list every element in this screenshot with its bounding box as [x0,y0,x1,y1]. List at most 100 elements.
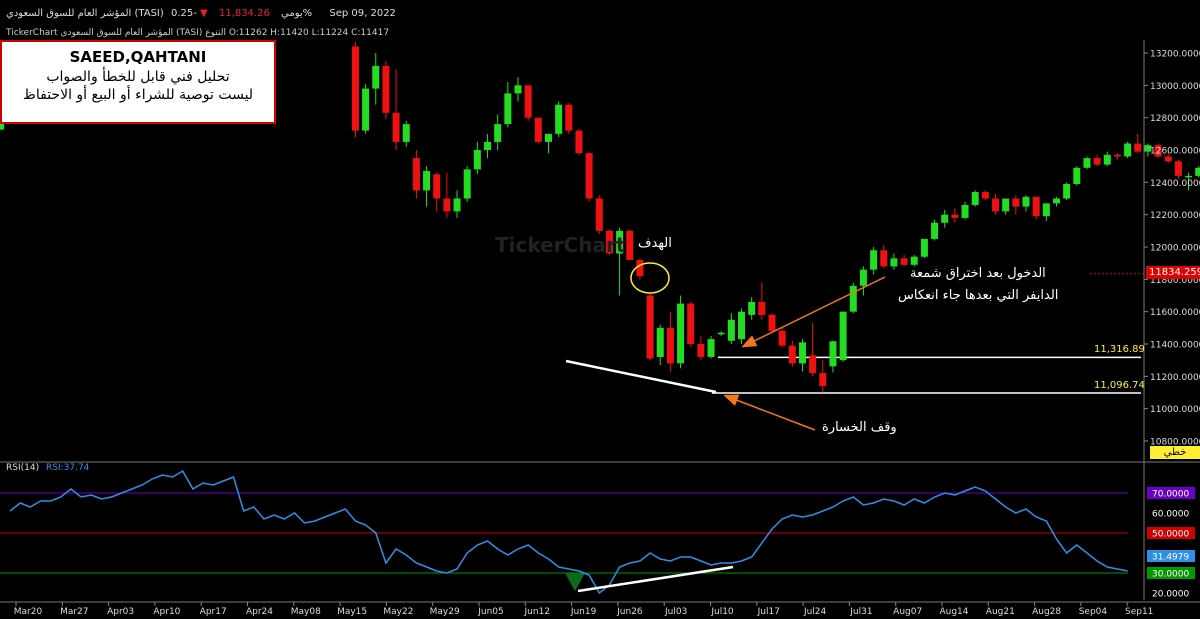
candle-body [626,230,634,260]
candle-body [748,301,756,315]
time-tick-label: Apr10 [153,607,180,617]
candle-body [362,88,370,131]
time-tick-label: Jun05 [477,607,504,617]
time-tick-label: Aug21 [986,607,1015,617]
candle-body [981,192,989,199]
ohlc-line: TickerChart المؤشر العام للسوق السعودي (… [6,28,390,38]
time-tick-label: Jul10 [710,607,734,617]
candle-body [555,104,563,134]
chart-style-tag[interactable]: خطي [1150,446,1200,459]
candle-body [1185,175,1193,178]
candle-body [605,230,613,254]
candle-body [910,256,918,265]
candle-body [727,319,735,341]
rsi-tag-bg [1147,567,1195,579]
candle-body [382,65,390,113]
time-tick-label: Sep04 [1079,607,1108,617]
candle-body [677,303,685,364]
candle-body [585,153,593,199]
rsi-tick-label: 20.0000 [1152,590,1189,600]
candle-body [443,198,451,212]
candle-body [1134,143,1142,152]
candle-body [473,150,481,170]
time-tick-label: Jun12 [524,607,551,617]
date: Sep 09, 2022 [329,8,396,19]
price-tick-label: 10800.0000 [1150,438,1200,448]
stop-loss-arrow [723,394,816,431]
price-tick-label: 13000.0000 [1150,82,1200,92]
candle-body [504,93,512,125]
time-tick-label: May29 [430,607,460,617]
time-tick-label: Mar27 [60,607,88,617]
candle-body [646,295,654,359]
candle-body [1012,198,1020,207]
candle-body [941,214,949,223]
candle-body [1042,203,1050,217]
candle-body [433,174,441,199]
time-tick-label: Apr03 [107,607,134,617]
time-tick-label: Apr17 [200,607,227,617]
time-tick-label: Jun26 [616,607,643,617]
candle-body [1195,167,1200,176]
candle-body [758,301,766,315]
entry-annotation-line1: الدخول بعد اختراق شمعة [910,266,1046,281]
time-axis: Mar20 Mar27 Apr03 Apr10 Apr17 Apr24 May08 May15… [14,602,1153,617]
last-price: 11,834.26 [218,8,270,19]
candle-body [514,85,522,94]
time-tick-label: Aug07 [893,607,922,617]
candle-body [392,112,400,142]
index-name: المؤشر العام للسوق السعودي [6,8,132,19]
price-tick-label: 12000.0000 [1150,244,1200,254]
candle-body [931,222,939,239]
price-support-trendline [565,359,717,394]
rsi-tag-bg [1147,550,1195,563]
rsi-tick-label: 60.0000 [1152,510,1189,520]
price-tick-label: 11800.0000 [1150,276,1200,286]
candle-body [616,230,624,254]
candle-body [920,238,928,257]
price-tick-label: 11400.0000 [1150,341,1200,351]
rsi-divergence-trendline [577,565,734,593]
candle-body [849,285,857,312]
entry-level-label: 11,316.89 [1094,344,1145,355]
candle-body [1083,158,1091,168]
candle-body [494,124,502,142]
time-tick-label: Mar20 [14,607,43,617]
time-tick-label: Jul17 [757,607,780,617]
candle-body [900,258,908,265]
rsi-tick-label: 31.4979 [1152,553,1189,563]
price-tick-label: 12600.0000 [1150,147,1200,157]
candle-body [575,130,583,154]
candle-body [1032,196,1040,217]
candle-body [636,259,644,277]
price-tick-label: 12800.0000 [1150,114,1200,124]
candle-body [484,141,492,150]
time-tick-label: Jul31 [849,607,872,617]
candle-body [534,117,542,142]
candle-body [717,332,725,335]
candle-body [453,198,461,212]
candle-body [1022,196,1030,207]
target-circle [630,262,670,294]
candle-body [687,303,695,344]
price-tick-label: 11600.0000 [1150,308,1200,318]
candle-body [829,341,837,367]
change-percent: -0.25% [170,8,313,19]
candle-body [565,104,573,131]
time-tick-label: Sep11 [1125,607,1153,617]
candle-body [656,327,664,357]
candle-body [1103,154,1111,165]
rsi-title: RSI(14) RSI:37.74 [6,463,89,473]
candle-body [544,133,552,142]
candle-body [595,198,603,231]
last-price-tag: 11834.2598 [1146,266,1200,279]
candle-body [1124,143,1132,157]
candle-body [1052,198,1060,204]
time-tick-label: Apr24 [246,607,273,617]
candle-body [372,65,380,89]
candle-body [697,344,705,357]
candle-body [961,204,969,218]
rsi-tag-bg [1147,527,1195,539]
candle-body [1144,145,1152,152]
rsi-tick-label: 70.0000 [1152,490,1189,500]
